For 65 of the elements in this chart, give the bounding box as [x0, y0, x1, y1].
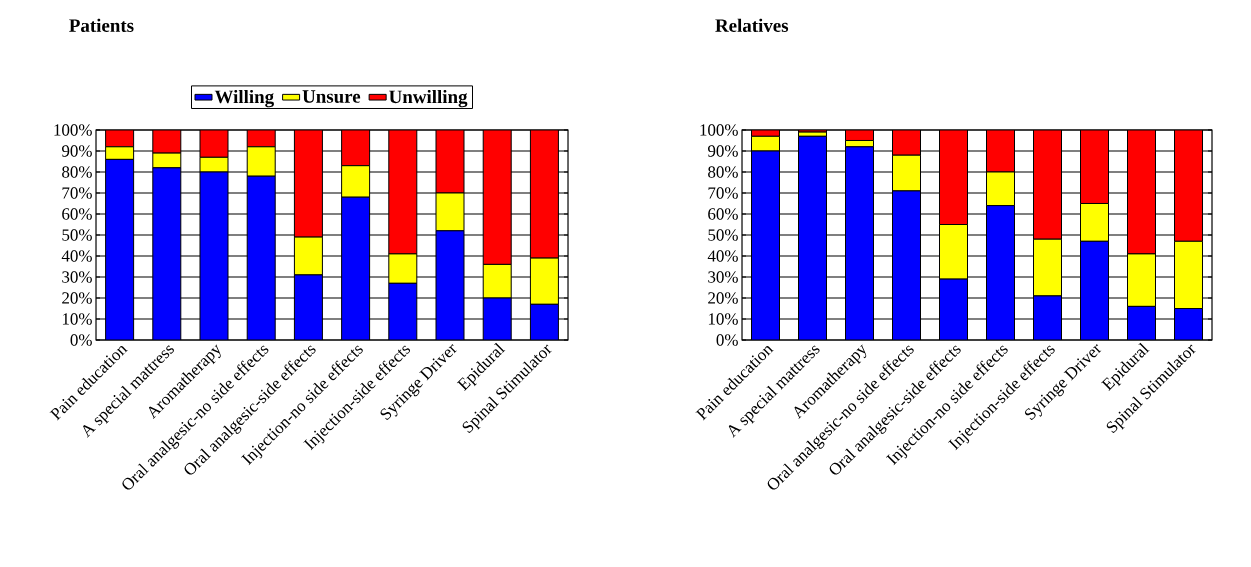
bar [388, 282, 418, 340]
bar [892, 190, 922, 340]
chart-title: Patients [69, 18, 134, 32]
y-tick-label: 0% [716, 334, 738, 346]
y-tick-label: 60% [62, 208, 92, 220]
y-tick-label: 30% [62, 271, 92, 283]
y-tick-label: 50% [708, 229, 738, 241]
bar [529, 130, 559, 259]
y-tick-label: 100% [700, 124, 738, 136]
y-tick-label: 80% [708, 166, 738, 178]
bar [892, 154, 922, 192]
y-tick-label: 70% [708, 187, 738, 199]
bar [986, 130, 1016, 173]
y-tick-label: 40% [61, 250, 92, 262]
y-tick-label: 80% [62, 166, 92, 178]
y-tick-label: 20% [708, 292, 738, 304]
y-tick-label: 10% [62, 313, 92, 325]
bar [751, 150, 781, 340]
bar [1174, 130, 1204, 242]
bar [246, 175, 276, 340]
bar [105, 158, 135, 340]
bar [1033, 130, 1063, 240]
bar [939, 278, 969, 340]
bar [986, 171, 1016, 207]
bar [1080, 240, 1110, 340]
bar [845, 146, 875, 340]
bar [435, 230, 465, 340]
y-tick-label: 90% [708, 145, 738, 157]
bar [1174, 308, 1204, 340]
bar [1127, 130, 1157, 255]
bar [341, 130, 371, 167]
chart-title: Relatives [715, 18, 789, 32]
bar [529, 303, 559, 340]
bar [388, 130, 418, 255]
bar [1127, 305, 1157, 340]
bar [435, 130, 465, 194]
bar [482, 130, 512, 265]
bar [1080, 203, 1110, 242]
legend-label: Willing [214, 89, 274, 108]
y-tick-label: 30% [708, 271, 738, 283]
bar [798, 135, 828, 340]
bar [939, 130, 969, 225]
y-tick-label: 90% [61, 145, 92, 157]
y-tick-label: 70% [62, 187, 92, 199]
bar [482, 297, 512, 340]
y-tick-label: 100% [54, 124, 92, 136]
bar [1033, 295, 1063, 340]
y-tick-label: 60% [708, 208, 738, 220]
y-tick-label: 40% [707, 250, 738, 262]
bar [341, 196, 371, 340]
bar [199, 171, 229, 340]
bar [986, 205, 1016, 340]
bar [435, 192, 465, 232]
y-tick-label: 0% [70, 334, 92, 346]
y-tick-label: 10% [708, 313, 738, 325]
y-tick-label: 20% [62, 292, 92, 304]
bar [152, 167, 182, 340]
y-tick-label: 50% [62, 229, 92, 241]
bar [293, 274, 323, 340]
bar [892, 130, 922, 156]
bar [1080, 130, 1110, 204]
bar [341, 165, 371, 198]
bar [293, 130, 323, 238]
legend-label: Unwilling [389, 89, 468, 108]
legend-label: Unsure [302, 90, 361, 103]
